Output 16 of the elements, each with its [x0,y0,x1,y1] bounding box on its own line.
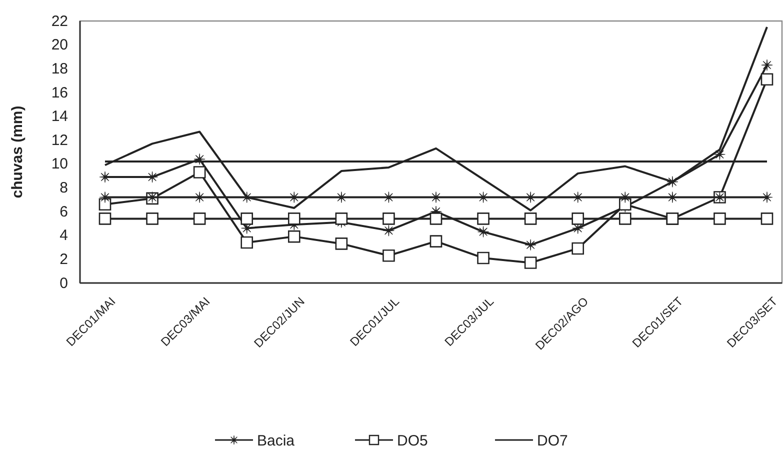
y-tick-label: 4 [60,227,68,244]
y-tick-label: 18 [51,60,68,78]
y-tick-label: 2 [60,250,68,268]
legend-label: Bacia [257,432,296,450]
y-tick-label: 16 [51,84,68,102]
y-tick-label: 20 [51,36,68,54]
y-tick-label: 8 [60,180,68,197]
legend-label: DO7 [537,432,568,450]
y-axis-title: chuvas (mm) [9,106,26,198]
y-tick-label: 22 [51,12,68,30]
y-tick-label: 10 [51,156,68,173]
y-tick-label: 14 [51,108,68,126]
legend-label: DO5 [397,432,428,450]
y-tick-label: 12 [51,132,68,149]
y-tick-label: 0 [60,274,68,292]
y-tick-label: 6 [60,203,68,220]
